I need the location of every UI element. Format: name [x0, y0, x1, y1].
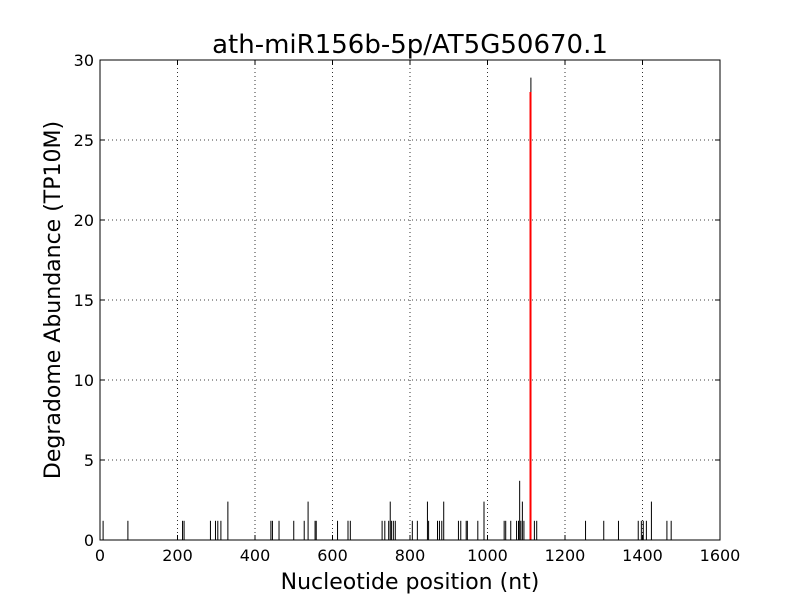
- y-tick-label: 5: [84, 451, 94, 470]
- x-tick-label: 600: [317, 546, 348, 565]
- chart-title: ath-miR156b-5p/AT5G50670.1: [212, 30, 608, 60]
- grid: [99, 59, 721, 541]
- bars: [102, 77, 672, 540]
- ticks: 0 200 400 600 800 1000 1200 1400 1600 0 5 10 15 20 25 3…: [74, 51, 741, 565]
- y-tick-label: 30: [74, 51, 94, 70]
- x-tick-label: 1000: [467, 546, 508, 565]
- y-tick-label: 15: [74, 291, 94, 310]
- y-tick-label: 10: [74, 371, 94, 390]
- x-tick-label: 1400: [622, 546, 663, 565]
- y-tick-label: 20: [74, 211, 94, 230]
- x-axis-label: Nucleotide position (nt): [281, 570, 540, 595]
- y-tick-label: 0: [84, 531, 94, 550]
- x-tick-label: 1600: [700, 546, 741, 565]
- x-tick-label: 200: [162, 546, 193, 565]
- x-tick-label: 800: [395, 546, 426, 565]
- y-tick-label: 25: [74, 131, 94, 150]
- x-tick-label: 0: [95, 546, 105, 565]
- x-tick-label: 400: [240, 546, 271, 565]
- x-tick-label: 1200: [545, 546, 586, 565]
- y-axis-label: Degradome Abundance (TP10M): [41, 121, 66, 479]
